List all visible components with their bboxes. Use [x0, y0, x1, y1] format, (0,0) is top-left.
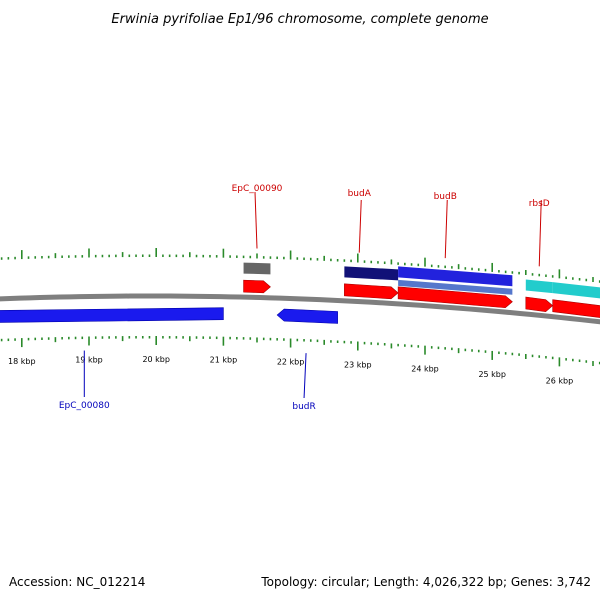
gene-label: budB [434, 192, 457, 202]
gene-arrow-forward [552, 299, 600, 318]
gene-label-leader [254, 191, 258, 249]
scale-tick-label: 26 kbp [546, 376, 574, 385]
gene-label: budA [348, 189, 372, 199]
gene-arrow-reverse [0, 307, 224, 323]
gene-label: EpC_00090 [232, 184, 283, 194]
gene-labels: EpC_00080 EpC_00090 budR budA budB rbsD [59, 184, 550, 412]
feature-box [525, 279, 553, 294]
gene-label: budR [292, 402, 315, 412]
gene-arrow-reverse [276, 308, 338, 324]
scale-tick-label: 19 kbp [75, 355, 103, 364]
gene-label-leader [444, 199, 448, 259]
gene-arrow-forward [397, 286, 513, 309]
feature-box-secondary [398, 279, 513, 295]
gene-arrow-forward [243, 279, 271, 294]
map-title: Erwinia pyrifoliae Ep1/96 chromosome, co… [111, 12, 488, 27]
feature-box [398, 266, 513, 287]
scale-tick-label: 18 kbp [8, 357, 36, 366]
gene-track [0, 279, 600, 324]
feature-track [243, 262, 600, 299]
gene-arrow-forward [344, 283, 399, 300]
scale-tick-label: 23 kbp [344, 361, 372, 370]
scale-ticks: 18 kbp 19 kbp 20 kbp 21 kbp 22 kbp 23 kbp 24 k… [0, 248, 600, 385]
scale-tick-label: 24 kbp [411, 365, 439, 374]
gene-arrow-forward [525, 296, 554, 312]
feature-box [552, 282, 600, 299]
feature-box [344, 266, 399, 281]
chromosome-backbone [0, 293, 600, 325]
gene-label: rbsD [529, 199, 550, 209]
feature-box [243, 262, 271, 275]
gene-label-leader [538, 199, 542, 267]
scale-tick-label: 22 kbp [277, 358, 305, 367]
accession-label: Accession: NC_012214 [9, 575, 145, 589]
scale-tick-label: 25 kbp [478, 370, 506, 379]
scale-tick-label: 20 kbp [142, 355, 170, 364]
gene-label-leader [358, 199, 362, 253]
gene-label: EpC_00080 [59, 401, 110, 411]
scale-tick-label: 21 kbp [210, 356, 238, 365]
genome-stats-label: Topology: circular; Length: 4,026,322 bp… [260, 575, 591, 589]
gene-label-leader [303, 353, 307, 399]
